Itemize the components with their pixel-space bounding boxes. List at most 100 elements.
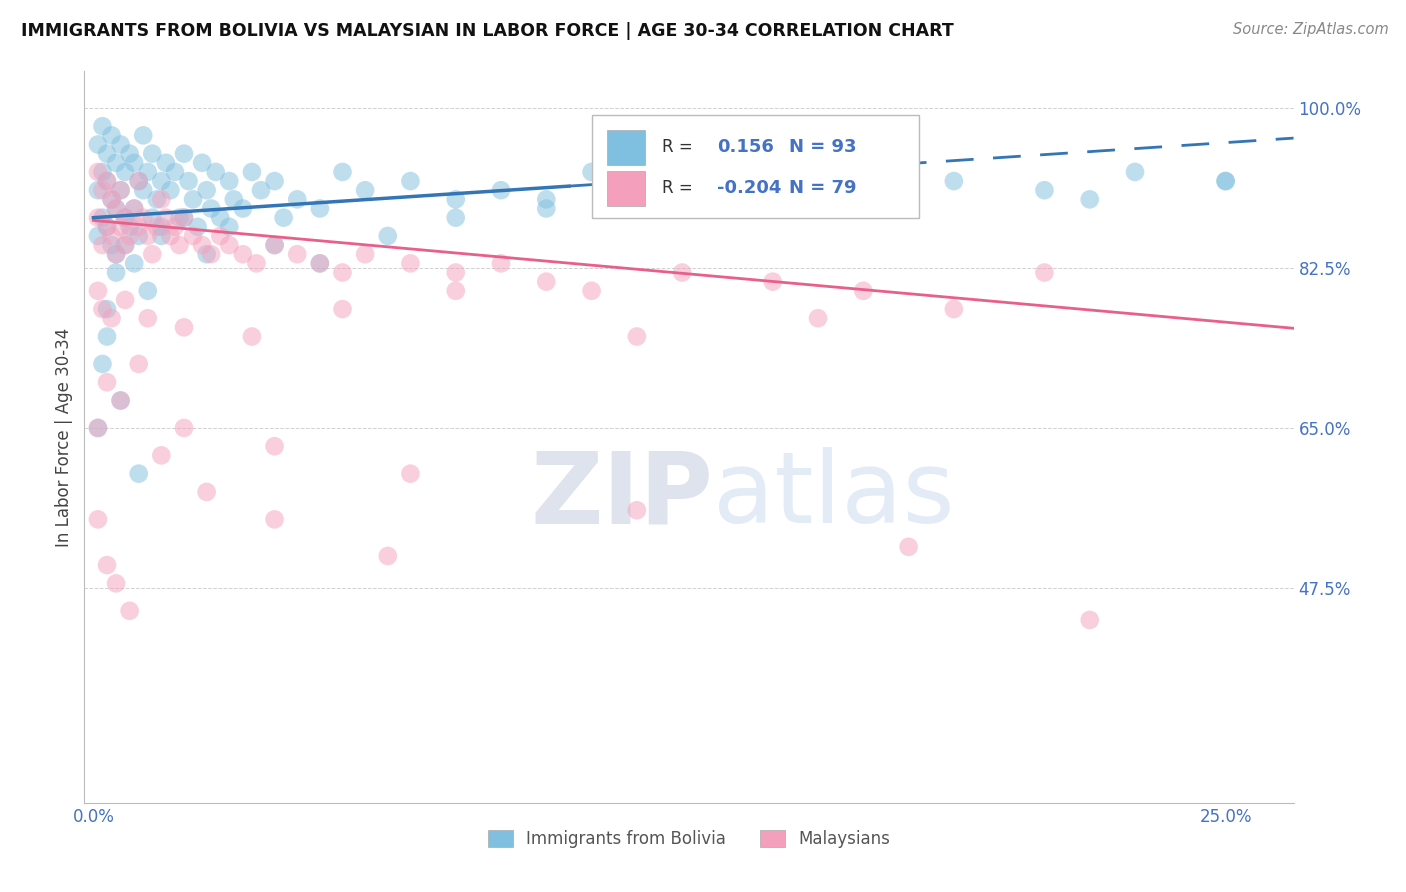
Point — [141, 146, 163, 161]
Point — [181, 192, 204, 206]
Point — [118, 146, 141, 161]
Point — [150, 449, 173, 463]
Point — [489, 183, 512, 197]
Point — [150, 228, 173, 243]
Point — [209, 228, 232, 243]
Point — [155, 155, 177, 169]
Point — [96, 558, 118, 573]
Point — [536, 275, 558, 289]
Point — [96, 301, 118, 317]
Point — [897, 183, 920, 197]
Text: atlas: atlas — [713, 447, 955, 544]
Point — [240, 329, 263, 343]
Point — [96, 219, 118, 234]
Point — [399, 467, 422, 481]
Point — [263, 439, 285, 453]
Point — [91, 165, 114, 179]
Point — [173, 421, 195, 435]
Point — [671, 266, 693, 280]
Point — [232, 202, 254, 216]
Point — [399, 174, 422, 188]
Point — [136, 311, 159, 326]
Point — [1123, 165, 1146, 179]
Point — [122, 202, 145, 216]
Point — [105, 247, 128, 261]
Point — [263, 238, 285, 252]
Point — [308, 256, 330, 270]
Point — [181, 228, 204, 243]
FancyBboxPatch shape — [607, 171, 645, 206]
Point — [96, 376, 118, 390]
Point — [263, 238, 285, 252]
Point — [173, 146, 195, 161]
FancyBboxPatch shape — [592, 115, 918, 218]
Point — [762, 275, 785, 289]
Point — [122, 256, 145, 270]
Point — [96, 174, 118, 188]
Point — [146, 219, 169, 234]
Point — [273, 211, 295, 225]
Point — [132, 211, 155, 225]
Point — [807, 311, 830, 326]
Point — [96, 174, 118, 188]
Point — [114, 211, 136, 225]
Point — [141, 211, 163, 225]
Point — [91, 238, 114, 252]
Point — [96, 219, 118, 234]
Point — [1033, 266, 1056, 280]
Point — [159, 183, 181, 197]
Point — [114, 211, 136, 225]
Point — [128, 467, 150, 481]
Point — [122, 202, 145, 216]
Text: N = 79: N = 79 — [789, 179, 856, 197]
Text: N = 93: N = 93 — [789, 138, 856, 156]
Point — [110, 219, 132, 234]
Text: 0.156: 0.156 — [717, 138, 773, 156]
Point — [173, 211, 195, 225]
Point — [173, 320, 195, 334]
Point — [136, 284, 159, 298]
Point — [169, 211, 191, 225]
Point — [377, 549, 399, 563]
Point — [100, 228, 122, 243]
Point — [100, 192, 122, 206]
Point — [118, 219, 141, 234]
Point — [114, 238, 136, 252]
Point — [245, 256, 267, 270]
Text: -0.204: -0.204 — [717, 179, 782, 197]
Point — [150, 219, 173, 234]
Point — [87, 284, 110, 298]
Point — [581, 284, 603, 298]
Point — [536, 202, 558, 216]
Point — [128, 228, 150, 243]
Point — [285, 247, 308, 261]
Point — [150, 174, 173, 188]
Point — [87, 211, 110, 225]
Point — [128, 174, 150, 188]
Point — [671, 174, 693, 188]
Point — [263, 174, 285, 188]
Point — [87, 165, 110, 179]
Point — [91, 357, 114, 371]
Point — [122, 155, 145, 169]
Point — [114, 165, 136, 179]
Point — [444, 284, 467, 298]
Point — [285, 192, 308, 206]
Point — [87, 183, 110, 197]
Point — [204, 165, 226, 179]
Point — [100, 311, 122, 326]
Point — [762, 183, 785, 197]
Point — [218, 219, 240, 234]
Point — [91, 183, 114, 197]
Point — [87, 228, 110, 243]
Point — [626, 503, 648, 517]
Point — [195, 485, 218, 500]
Y-axis label: In Labor Force | Age 30-34: In Labor Force | Age 30-34 — [55, 327, 73, 547]
Point — [626, 183, 648, 197]
Point — [200, 247, 222, 261]
Point — [332, 266, 354, 280]
Point — [942, 301, 965, 317]
Point — [581, 165, 603, 179]
Point — [136, 165, 159, 179]
Point — [105, 202, 128, 216]
